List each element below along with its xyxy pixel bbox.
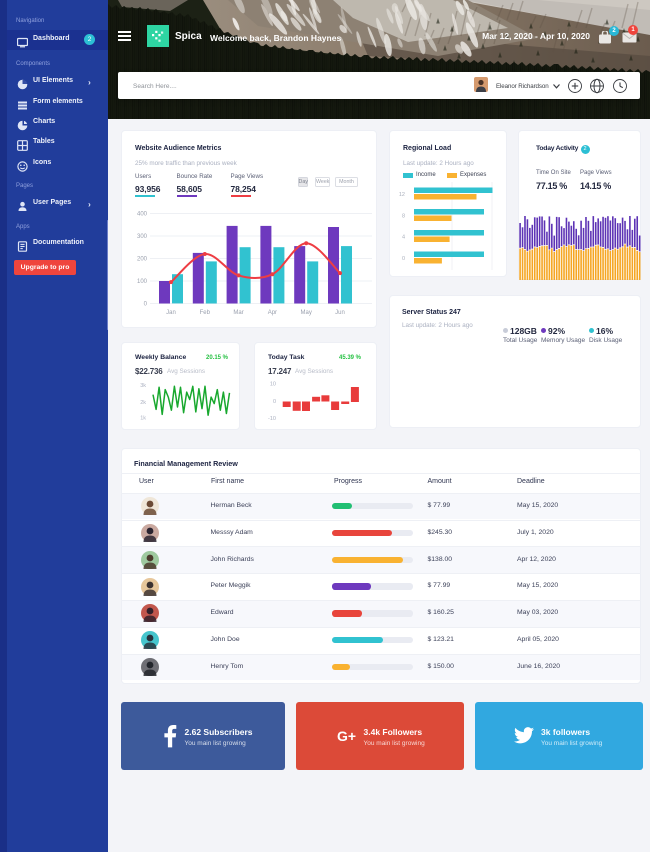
svg-text:3k: 3k	[140, 383, 146, 389]
svg-text:Mar: Mar	[233, 310, 243, 316]
svg-text:4: 4	[402, 235, 405, 241]
svg-text:-10: -10	[268, 416, 276, 422]
svg-text:0: 0	[273, 399, 276, 405]
svg-text:10: 10	[270, 382, 276, 388]
svg-text:0: 0	[144, 302, 148, 308]
svg-text:Jan: Jan	[166, 310, 176, 316]
svg-text:400: 400	[137, 212, 148, 218]
svg-text:2k: 2k	[140, 400, 146, 406]
svg-text:200: 200	[137, 257, 148, 263]
svg-text:Apr: Apr	[268, 310, 277, 316]
svg-text:May: May	[301, 310, 312, 316]
svg-text:1k: 1k	[140, 416, 146, 422]
svg-text:300: 300	[137, 234, 148, 240]
svg-text:8: 8	[402, 214, 405, 220]
svg-text:0: 0	[402, 256, 405, 262]
svg-text:Jun: Jun	[335, 310, 345, 316]
svg-text:12: 12	[399, 192, 405, 198]
svg-text:100: 100	[137, 279, 148, 285]
svg-text:Feb: Feb	[200, 310, 211, 316]
